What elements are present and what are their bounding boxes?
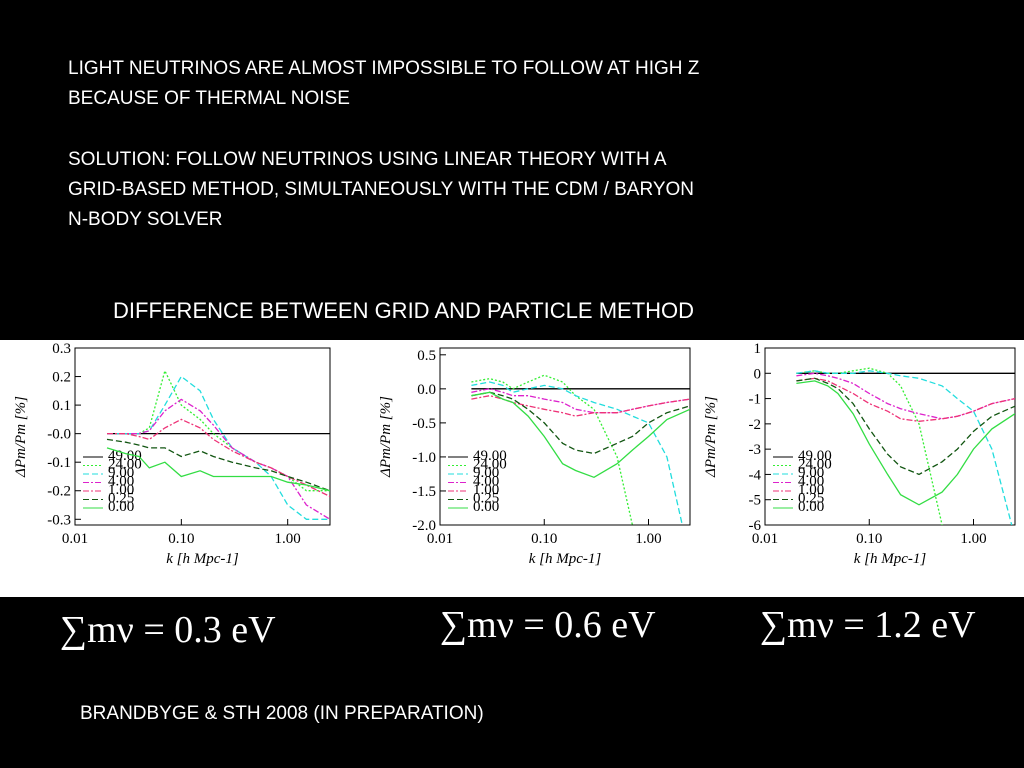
legend-label: 4.00 — [108, 474, 134, 490]
y-axis-label: ΔPm/Pm [%] — [378, 396, 394, 478]
y-tick-label: -2 — [749, 417, 762, 433]
legend-label: 1.00 — [108, 482, 134, 498]
series-line — [471, 395, 690, 417]
intro-line: BECAUSE OF THERMAL NOISE — [68, 88, 350, 109]
legend-label: 49.00 — [798, 448, 832, 464]
legend-label: 0.00 — [798, 499, 824, 515]
y-tick-label: -1.0 — [412, 450, 436, 466]
solution-line: GRID-BASED METHOD, SIMULTANEOUSLY WITH T… — [68, 179, 695, 200]
x-tick-label: 0.10 — [531, 531, 557, 547]
series-line — [796, 380, 1015, 506]
x-axis-label: k [h Mpc-1] — [529, 551, 602, 567]
y-axis-label: ΔPm/Pm [%] — [703, 396, 719, 478]
charts: 0.30.20.1-0.0-0.1-0.2-0.30.01 0.10 1.00k [… — [13, 341, 1016, 567]
series-line — [107, 418, 330, 498]
y-tick-label: -0.5 — [412, 416, 436, 432]
x-tick-label: 0.01 — [62, 531, 88, 547]
frame — [764, 347, 1016, 526]
y-tick-label: -3 — [749, 442, 762, 458]
heading: DIFFERENCE BETWEEN GRID AND PARTICLE MET… — [113, 298, 695, 323]
legend-label: 9.00 — [798, 465, 824, 481]
credit: BRANDBYGE & STH 2008 (IN PREPARATION) — [80, 703, 484, 724]
frame — [439, 347, 691, 526]
x-tick-label: 1.00 — [960, 531, 986, 547]
x-tick-label: 1.00 — [275, 531, 301, 547]
x-tick-label: 0.10 — [168, 531, 194, 547]
formula: ∑mν = 1.2 eV — [760, 604, 976, 646]
y-tick-label: 1 — [754, 341, 762, 357]
legend-label: 24.00 — [798, 457, 832, 473]
chart-band: 0.3 0.2 0.1 -0.0 -0.1 -0.2 -0.3 0.01 0.10 1.00 k [… — [0, 340, 1024, 597]
legend-label: 9.00 — [473, 465, 499, 481]
series-line — [471, 391, 690, 455]
y-axis-label: ΔPm/Pm [%] — [13, 396, 29, 478]
series-line — [471, 381, 683, 525]
series-line — [796, 370, 1013, 525]
solution-line: N-BODY SOLVER — [68, 209, 223, 230]
legend-label: 49.00 — [473, 448, 507, 464]
legend-label: 24.00 — [108, 457, 142, 473]
y-tick-label: -0.0 — [47, 427, 71, 443]
legend-label: 9.00 — [108, 465, 134, 481]
series-line — [796, 377, 1015, 476]
legend-label: 24.00 — [473, 457, 507, 473]
series-line — [796, 372, 1015, 420]
y-tick-label: 0.3 — [52, 341, 71, 357]
y-tick-label: -2.0 — [412, 518, 436, 534]
y-tick-label: 0.1 — [52, 398, 71, 414]
legend-label: 0.00 — [108, 499, 134, 515]
legend-label: 4.00 — [473, 474, 499, 490]
legend-label: 0.25 — [108, 491, 134, 507]
series-line — [106, 447, 330, 492]
series-line — [796, 367, 943, 525]
y-tick-label: 0.5 — [417, 348, 436, 364]
legend-label: 0.25 — [798, 491, 824, 507]
series-line — [471, 388, 690, 414]
y-tick-label: -4 — [749, 467, 762, 483]
solution-line: SOLUTION: FOLLOW NEUTRINOS USING LINEAR … — [68, 149, 667, 170]
x-tick-label: 0.01 — [752, 531, 778, 547]
y-tick-label: -1.5 — [412, 484, 436, 500]
legend-label: 49.00 — [108, 448, 142, 464]
series-line — [107, 375, 330, 520]
x-axis-label: k [h Mpc-1] — [854, 551, 927, 567]
y-tick-label: 0.2 — [52, 370, 71, 386]
series-line — [471, 391, 690, 479]
legend-label: 4.00 — [798, 474, 824, 490]
y-tick-label: 0 — [754, 366, 762, 382]
formula: ∑mν = 0.6 eV — [440, 604, 656, 646]
intro-line: LIGHT NEUTRINOS ARE ALMOST IMPOSSIBLE TO… — [68, 58, 700, 79]
y-tick-label: 0.0 — [417, 382, 436, 398]
x-tick-label: 0.10 — [856, 531, 882, 547]
series-line — [796, 377, 1015, 422]
x-axis-label: k [h Mpc-1] — [166, 551, 239, 567]
x-tick-label: 0.01 — [427, 531, 453, 547]
x-tick-label: 1.00 — [635, 531, 661, 547]
y-tick-label: -6 — [749, 518, 762, 534]
legend-label: 0.25 — [473, 491, 499, 507]
y-tick-label: -5 — [749, 493, 762, 509]
legend-label: 0.00 — [473, 499, 499, 515]
legend-label: 1.00 — [798, 482, 824, 498]
frame — [74, 347, 331, 526]
y-tick-label: -0.2 — [47, 484, 71, 500]
y-tick-label: -1 — [749, 392, 762, 408]
y-tick-label: -0.1 — [47, 455, 71, 471]
series-line — [106, 438, 330, 492]
y-tick-label: -0.3 — [47, 512, 71, 528]
formula: ∑mν = 0.3 eV — [60, 609, 276, 651]
legend-label: 1.00 — [473, 482, 499, 498]
